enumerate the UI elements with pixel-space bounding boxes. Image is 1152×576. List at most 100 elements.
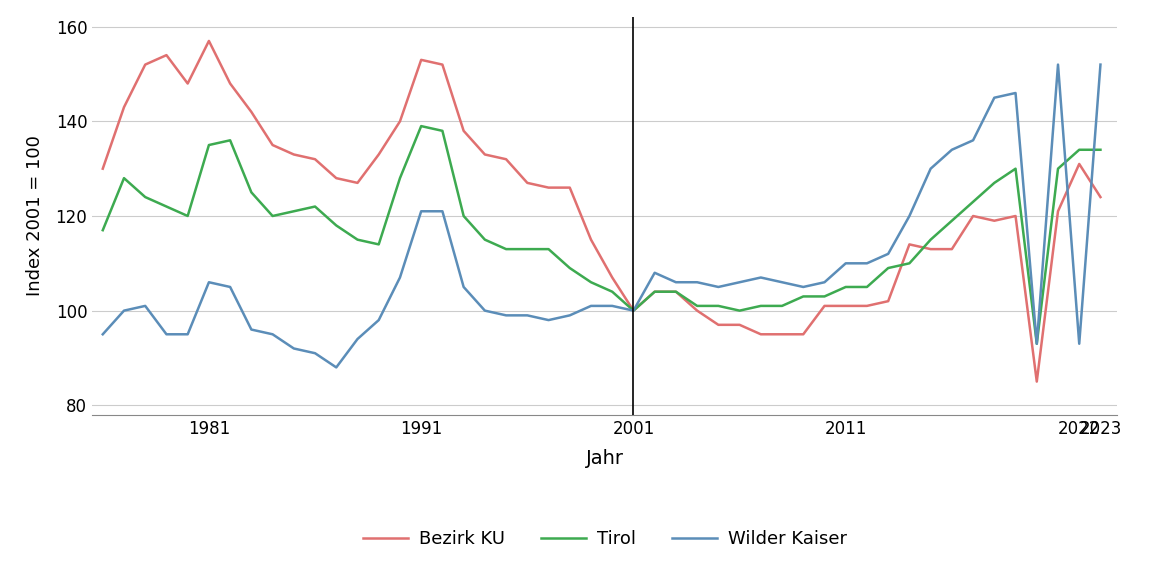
Tirol bbox=[1009, 165, 1023, 172]
Tirol bbox=[159, 203, 173, 210]
Wilder Kaiser bbox=[415, 208, 429, 215]
Wilder Kaiser bbox=[712, 283, 726, 290]
Wilder Kaiser bbox=[393, 274, 407, 281]
Tirol bbox=[563, 264, 577, 271]
Wilder Kaiser bbox=[118, 307, 131, 314]
Wilder Kaiser bbox=[499, 312, 513, 319]
Bezirk KU bbox=[627, 307, 641, 314]
Tirol bbox=[839, 283, 852, 290]
Tirol bbox=[118, 175, 131, 181]
Bezirk KU bbox=[541, 184, 555, 191]
Bezirk KU bbox=[796, 331, 810, 338]
Wilder Kaiser bbox=[350, 336, 364, 343]
Wilder Kaiser bbox=[967, 137, 980, 144]
Wilder Kaiser bbox=[647, 270, 661, 276]
Bezirk KU bbox=[647, 288, 661, 295]
Tirol bbox=[499, 245, 513, 252]
Bezirk KU bbox=[1009, 213, 1023, 219]
Line: Wilder Kaiser: Wilder Kaiser bbox=[103, 65, 1100, 367]
Wilder Kaiser bbox=[1073, 340, 1086, 347]
Wilder Kaiser bbox=[987, 94, 1001, 101]
Tirol bbox=[308, 203, 321, 210]
Bezirk KU bbox=[435, 61, 449, 68]
Wilder Kaiser bbox=[945, 146, 958, 153]
Tirol bbox=[690, 302, 704, 309]
Bezirk KU bbox=[478, 151, 492, 158]
Bezirk KU bbox=[775, 331, 789, 338]
Bezirk KU bbox=[753, 331, 767, 338]
Tirol bbox=[818, 293, 832, 300]
Wilder Kaiser bbox=[308, 350, 321, 357]
Wilder Kaiser bbox=[244, 326, 258, 333]
Tirol bbox=[244, 189, 258, 196]
Bezirk KU bbox=[690, 307, 704, 314]
Wilder Kaiser bbox=[372, 317, 386, 324]
Tirol bbox=[1093, 146, 1107, 153]
Wilder Kaiser bbox=[902, 213, 916, 219]
Tirol bbox=[669, 288, 683, 295]
Wilder Kaiser bbox=[753, 274, 767, 281]
Wilder Kaiser bbox=[96, 331, 109, 338]
Wilder Kaiser bbox=[521, 312, 535, 319]
Bezirk KU bbox=[456, 127, 470, 134]
Bezirk KU bbox=[1051, 208, 1064, 215]
Wilder Kaiser bbox=[541, 317, 555, 324]
Bezirk KU bbox=[138, 61, 152, 68]
Bezirk KU bbox=[1030, 378, 1044, 385]
Tirol bbox=[902, 260, 916, 267]
Legend: Bezirk KU, Tirol, Wilder Kaiser: Bezirk KU, Tirol, Wilder Kaiser bbox=[356, 523, 854, 556]
Bezirk KU bbox=[308, 156, 321, 162]
Bezirk KU bbox=[181, 80, 195, 87]
Tirol bbox=[329, 222, 343, 229]
Bezirk KU bbox=[605, 274, 619, 281]
Tirol bbox=[1030, 340, 1044, 347]
Wilder Kaiser bbox=[1093, 61, 1107, 68]
Tirol bbox=[627, 307, 641, 314]
Wilder Kaiser bbox=[627, 307, 641, 314]
Wilder Kaiser bbox=[881, 251, 895, 257]
Bezirk KU bbox=[499, 156, 513, 162]
Wilder Kaiser bbox=[584, 302, 598, 309]
Bezirk KU bbox=[287, 151, 301, 158]
Bezirk KU bbox=[329, 175, 343, 181]
Tirol bbox=[541, 245, 555, 252]
Tirol bbox=[287, 208, 301, 215]
Tirol bbox=[478, 236, 492, 243]
Wilder Kaiser bbox=[266, 331, 280, 338]
Tirol bbox=[202, 142, 215, 149]
Wilder Kaiser bbox=[138, 302, 152, 309]
Bezirk KU bbox=[902, 241, 916, 248]
Line: Bezirk KU: Bezirk KU bbox=[103, 41, 1100, 381]
Tirol bbox=[775, 302, 789, 309]
Bezirk KU bbox=[924, 245, 938, 252]
Wilder Kaiser bbox=[775, 279, 789, 286]
Bezirk KU bbox=[223, 80, 237, 87]
Wilder Kaiser bbox=[733, 279, 746, 286]
Wilder Kaiser bbox=[669, 279, 683, 286]
Bezirk KU bbox=[393, 118, 407, 125]
Bezirk KU bbox=[839, 302, 852, 309]
Bezirk KU bbox=[733, 321, 746, 328]
Tirol bbox=[372, 241, 386, 248]
Bezirk KU bbox=[563, 184, 577, 191]
Wilder Kaiser bbox=[223, 283, 237, 290]
Tirol bbox=[393, 175, 407, 181]
Wilder Kaiser bbox=[605, 302, 619, 309]
Bezirk KU bbox=[521, 179, 535, 186]
Bezirk KU bbox=[669, 288, 683, 295]
Bezirk KU bbox=[712, 321, 726, 328]
Tirol bbox=[924, 236, 938, 243]
Tirol bbox=[584, 279, 598, 286]
Tirol bbox=[967, 198, 980, 205]
Bezirk KU bbox=[1093, 194, 1107, 200]
Tirol bbox=[733, 307, 746, 314]
Tirol bbox=[647, 288, 661, 295]
Bezirk KU bbox=[350, 179, 364, 186]
Tirol bbox=[987, 179, 1001, 186]
Bezirk KU bbox=[202, 37, 215, 44]
Bezirk KU bbox=[266, 142, 280, 149]
Wilder Kaiser bbox=[456, 283, 470, 290]
Wilder Kaiser bbox=[478, 307, 492, 314]
Bezirk KU bbox=[987, 217, 1001, 224]
Tirol bbox=[415, 123, 429, 130]
